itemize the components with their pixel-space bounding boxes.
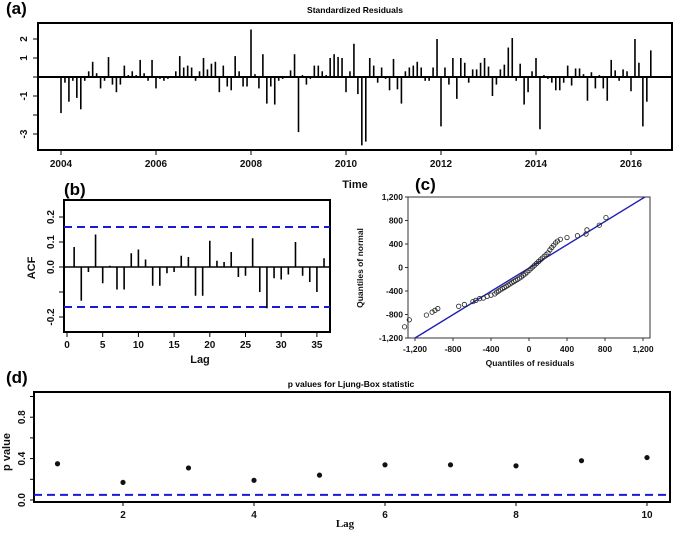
qq-point [574,233,581,239]
y-tick-label: 0.0 [17,493,28,507]
x-tick-label: 4 [251,510,257,521]
panel-c-qq: (c) -1,200 -800 -400 0 400 800 1,200 1,200 800 40… [355,175,654,368]
y-tick-label: 0.4 [17,451,28,465]
panel-b-xlabel: Lag [190,354,210,366]
x-tick-label: 2016 [620,159,643,170]
qq-point [461,301,467,308]
panel-c-axes: -1,200 -800 -400 0 400 800 1,200 1,200 800 400 0 -4… [379,192,654,354]
x-tick-label: 8 [513,510,519,521]
panel-b-bars [64,226,330,309]
x-tick-label: 2006 [145,159,168,170]
x-tick-label: 1,200 [632,344,654,354]
panel-a-residuals: (a) Standardized Residuals 2004 2006 2008 2… [6,0,673,191]
x-tick-label: -1,200 [403,344,427,354]
panel-d-points [34,454,670,496]
y-tick-label: 0.0 [46,260,57,274]
y-tick-label: 0.2 [46,210,57,224]
qq-point [401,324,408,330]
y-tick-label: -800 [386,310,403,320]
panel-d-axes: 2 4 6 8 10 0.0 0.4 0.8 [17,396,653,521]
x-tick-label: 5 [100,340,106,351]
y-tick-label: 1,200 [382,192,404,202]
y-tick-label: 1 [19,55,30,61]
panel-c-points [401,196,646,339]
x-tick-label: 35 [311,340,323,351]
panel-d-plot-frame [33,391,671,503]
p-value-point [251,477,257,483]
panel-b-ylabel: ACF [26,256,38,279]
x-tick-label: 25 [240,340,252,351]
p-value-point [578,458,585,464]
p-value-point [120,479,126,486]
y-tick-label: 0.1 [46,235,57,249]
qq-point [435,306,441,312]
x-tick-label: 0 [64,340,70,351]
p-value-point [513,463,519,469]
x-tick-label: -400 [482,344,499,354]
qq-point [456,303,462,309]
y-tick-label: -1 [19,91,30,100]
panel-label-d: (d) [6,368,28,387]
x-tick-label: 2004 [50,159,73,170]
p-value-point [54,461,61,467]
panel-a-xlabel: Time [342,179,367,191]
x-tick-label: 15 [169,340,181,351]
reference-line [414,196,646,339]
y-tick-label: 800 [389,216,403,226]
qq-point [564,234,570,241]
qq-point [406,317,412,323]
panel-a-bars [38,29,672,146]
qq-point [470,298,476,305]
p-value-point [644,454,650,461]
y-tick-label: 400 [389,239,403,249]
x-tick-label: 10 [133,340,145,351]
qq-point [584,227,590,233]
panel-a-title: Standardized Residuals [307,5,403,15]
panel-label-c: (c) [415,175,436,194]
qq-point [557,236,563,242]
x-tick-label: 800 [598,344,612,354]
x-tick-label: 400 [560,344,574,354]
qq-point [476,296,483,302]
y-tick-label: 0.8 [17,410,28,424]
x-tick-label: 10 [641,510,653,521]
y-tick-label: 0 [398,263,403,273]
y-tick-label: -0.2 [46,308,57,326]
y-tick-label: -1,200 [379,333,403,343]
p-value-point [185,465,192,471]
y-tick-label: 2 [19,36,30,42]
qq-point [423,312,429,318]
x-tick-label: 20 [204,340,216,351]
y-tick-label: -400 [386,286,403,296]
panel-a-axes: 2004 2006 2008 2010 2012 2014 2016 2 1 -1 -3 [19,36,643,170]
p-value-point [382,462,388,468]
panel-d-ljung-box: (d) p values for Ljung-Box statistic 2 4 6… [1,368,671,530]
qq-point [603,214,609,221]
panel-label-a: (a) [6,0,27,18]
panel-b-plot-frame [63,199,331,333]
qq-point [596,222,602,228]
panel-d-xlabel: Lag [336,518,355,530]
p-value-point [447,462,454,468]
panel-c-ylabel: Quantiles of normal [355,228,365,308]
panel-b-acf: (b) 0 5 10 15 20 25 30 35 0.2 0.1 0.0 -0.2 Lag ACF [26,180,331,366]
x-tick-label: 0 [527,344,532,354]
x-tick-label: 6 [382,510,388,521]
x-tick-label: 2008 [240,159,263,170]
p-value-point [316,472,323,478]
x-tick-label: 30 [276,340,288,351]
panel-d-ylabel: p value [1,433,13,471]
x-tick-label: 2 [120,510,126,521]
panel-c-xlabel: Quantiles of residuals [486,358,575,368]
y-tick-label: -3 [19,129,30,138]
panel-d-title: p values for Ljung-Box statistic [288,379,415,389]
x-tick-label: -800 [444,344,461,354]
x-tick-label: 2014 [525,159,548,170]
panel-a-plot-frame [37,22,673,151]
x-tick-label: 2010 [335,159,358,170]
panel-label-b: (b) [64,180,86,199]
panel-b-axes: 0 5 10 15 20 25 30 35 0.2 0.1 0.0 -0.2 [46,210,323,351]
x-tick-label: 2012 [430,159,453,170]
